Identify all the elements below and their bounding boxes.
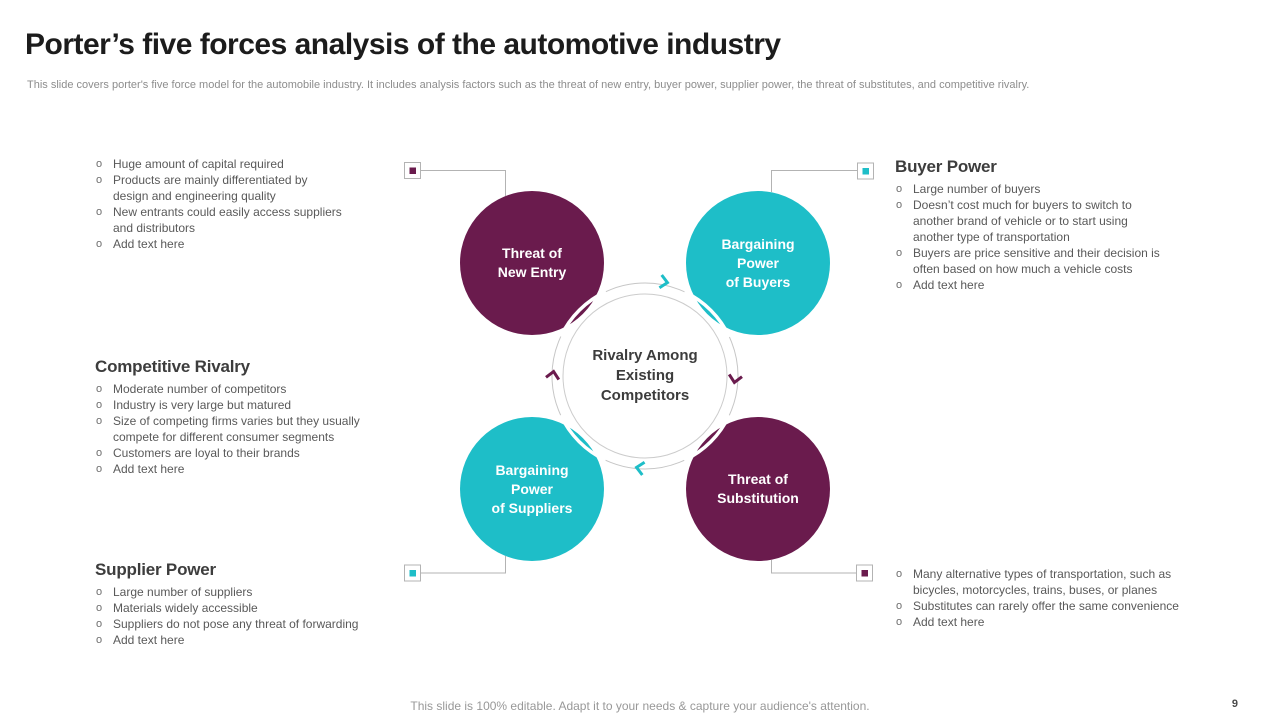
list-item: Large number of suppliers: [95, 584, 405, 600]
page-subtitle: This slide covers porter's five force mo…: [27, 79, 1030, 91]
list-item: Substitutes can rarely offer the same co…: [895, 598, 1220, 614]
section-threat-of-new-entry: Huge amount of capital required Products…: [95, 156, 395, 252]
list-item: Products are mainly differentiated by de…: [95, 172, 395, 204]
list-item: Large number of buyers: [895, 181, 1215, 197]
list-item: Many alternative types of transportation…: [895, 566, 1220, 598]
circle-label: Threat of Substitution: [717, 471, 799, 506]
bullet-list: Moderate number of competitors Industry …: [95, 381, 410, 477]
list-item: Add text here: [95, 236, 395, 252]
list-item: Add text here: [95, 461, 410, 477]
footer-note: This slide is 100% editable. Adapt it to…: [410, 699, 870, 713]
circle-label: Bargaining Power of Buyers: [721, 235, 795, 290]
list-item: Add text here: [895, 614, 1220, 630]
list-item: Add text here: [95, 632, 405, 648]
circle-label: Bargaining Power of Suppliers: [491, 461, 573, 516]
bullet-list: Many alternative types of transportation…: [895, 566, 1220, 630]
list-item: Buyers are price sensitive and their dec…: [895, 245, 1215, 277]
list-item: Doesn’t cost much for buyers to switch t…: [895, 197, 1215, 245]
section-heading: Competitive Rivalry: [95, 357, 250, 376]
section-heading: Buyer Power: [895, 157, 997, 176]
list-item: Huge amount of capital required: [95, 156, 395, 172]
center-rivalry-label: Rivalry Among Existing Competitors: [592, 347, 698, 404]
page-number: 9: [1231, 698, 1238, 710]
bullet-list: Large number of suppliers Materials wide…: [95, 584, 405, 648]
list-item: Materials widely accessible: [95, 600, 405, 616]
list-item: Add text here: [895, 277, 1215, 293]
list-item: New entrants could easily access supplie…: [95, 204, 395, 236]
section-heading: Supplier Power: [95, 560, 216, 579]
list-item: Size of competing firms varies but they …: [95, 413, 410, 445]
bullet-list: Large number of buyers Doesn’t cost much…: [895, 181, 1215, 293]
list-item: Industry is very large but matured: [95, 397, 410, 413]
bullet-list: Huge amount of capital required Products…: [95, 156, 395, 252]
section-buyer-power: Buyer Power Large number of buyers Doesn…: [895, 157, 1215, 293]
list-item: Moderate number of competitors: [95, 381, 410, 397]
section-supplier-power: Supplier Power Large number of suppliers…: [95, 560, 405, 648]
section-threat-of-substitution: Many alternative types of transportation…: [895, 566, 1220, 630]
list-item: Customers are loyal to their brands: [95, 445, 410, 461]
circle-label: Threat of New Entry: [497, 245, 567, 280]
page-title: Porter’s five forces analysis of the aut…: [25, 28, 781, 61]
section-competitive-rivalry: Competitive Rivalry Moderate number of c…: [95, 357, 410, 477]
list-item: Suppliers do not pose any threat of forw…: [95, 616, 405, 632]
